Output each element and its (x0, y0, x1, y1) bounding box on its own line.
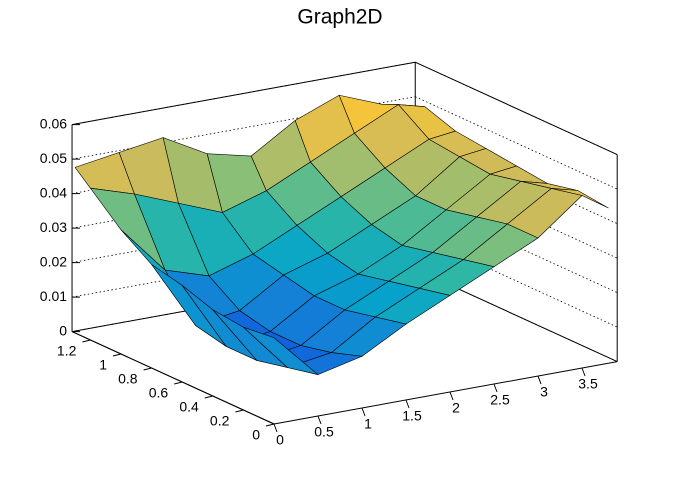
grid-line (415, 61, 618, 155)
x-tick (449, 391, 454, 401)
y-tick (82, 339, 91, 343)
x-tick (361, 407, 366, 417)
x-axis (273, 361, 618, 425)
y-tick (143, 367, 152, 371)
x-tick (273, 423, 278, 433)
y-tick (112, 353, 122, 357)
y-tick-label: 0.2 (210, 413, 230, 429)
grid-line (415, 96, 618, 190)
y-tick-label: 0.8 (118, 371, 138, 387)
z-tick-label: 0.06 (40, 115, 67, 131)
y-axis (71, 331, 275, 425)
x-tick (405, 399, 410, 409)
x-tick (493, 383, 498, 393)
x-tick-label: 1.5 (402, 408, 422, 424)
x-tick-label: 0.5 (314, 424, 334, 440)
y-tick-label: 1.2 (57, 343, 77, 359)
y-tick-label: 1 (99, 357, 107, 373)
y-tick (174, 381, 183, 385)
x-tick-label: 3.5 (578, 376, 598, 392)
z-tick-label: 0 (59, 322, 67, 338)
z-tick-label: 0.02 (40, 253, 67, 269)
z-tick-label: 0.01 (40, 288, 67, 304)
x-tick-label: 2.5 (490, 392, 510, 408)
box-edge (71, 61, 416, 126)
y-tick-label: 0 (252, 427, 260, 443)
surface-cell (243, 326, 319, 375)
y-tick-label: 0.6 (149, 385, 169, 401)
x-tick-label: 1 (364, 416, 372, 432)
x-tick (537, 375, 542, 385)
x-tick-label: 0 (276, 432, 284, 448)
y-tick-label: 0.4 (179, 399, 199, 415)
z-tick-label: 0.03 (40, 219, 67, 235)
y-tick (204, 395, 213, 399)
x-tick-label: 3 (540, 384, 548, 400)
x-tick (317, 415, 322, 425)
z-tick-label: 0.04 (40, 184, 67, 200)
x-tick-label: 2 (452, 400, 460, 416)
z-tick-label: 0.05 (40, 150, 67, 166)
chart-title: Graph2D (297, 6, 382, 29)
x-tick (581, 367, 586, 377)
y-tick (235, 409, 244, 413)
y-tick (265, 423, 275, 427)
